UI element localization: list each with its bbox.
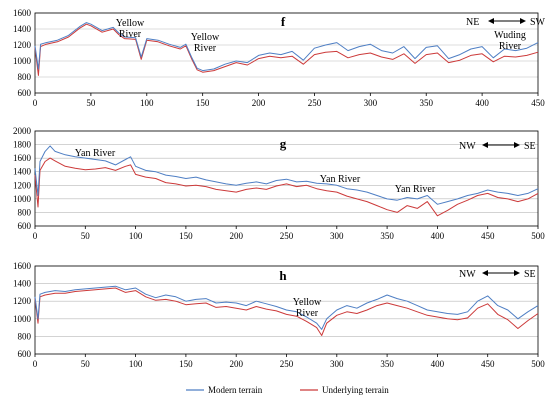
y-tick-label: 2000 (13, 126, 32, 136)
legend-label-underlying: Underlying terrain (322, 385, 389, 395)
y-tick-label: 1600 (13, 153, 32, 163)
annotation-label: Yellow River (191, 32, 220, 54)
y-tick-label: 600 (18, 349, 32, 359)
series-line-underlying-terrain (34, 287, 539, 336)
direction-label-right: SE (524, 141, 536, 152)
x-tick-label: 400 (431, 359, 445, 369)
x-tick-label: 100 (129, 359, 143, 369)
y-tick-label: 1200 (13, 40, 32, 50)
x-tick-label: 200 (252, 98, 266, 108)
annotation-label: Yellow River (293, 297, 322, 319)
y-tick-label: 1200 (13, 180, 32, 190)
x-tick-label: 300 (330, 231, 344, 241)
direction-arrow-head-right (520, 18, 526, 24)
x-tick-label: 400 (475, 98, 489, 108)
x-tick-label: 350 (380, 231, 394, 241)
x-tick-label: 350 (380, 359, 394, 369)
x-tick-label: 500 (531, 231, 545, 241)
y-tick-label: 1600 (13, 261, 32, 271)
y-tick-label: 600 (18, 88, 32, 98)
direction-label-right: SW (530, 17, 546, 28)
x-tick-label: 50 (81, 359, 91, 369)
y-tick-label: 1800 (13, 140, 32, 150)
direction-arrow-head-right (514, 270, 520, 276)
panel-g: 600 800 1000 1200 1400 1600 1800 2000 0 50 100 150 2… (13, 126, 545, 241)
series-line-underlying-terrain (34, 23, 539, 76)
direction-arrow-head-right (514, 142, 520, 148)
series-line-underlying-terrain (34, 157, 539, 217)
annotation-label: Wuding River (494, 30, 526, 52)
panel-h: 600 800 1000 1200 1400 1600 0 50 100 150 200 250 300… (13, 261, 545, 369)
x-tick-label: 150 (179, 231, 193, 241)
annotation-label: Yan River (75, 148, 116, 159)
x-tick-label: 350 (419, 98, 433, 108)
y-tick-label: 800 (18, 331, 32, 341)
x-tick-label: 450 (481, 359, 495, 369)
direction-label-left: NE (466, 17, 479, 28)
plot-frame (34, 12, 539, 94)
x-tick-label: 50 (86, 98, 96, 108)
x-tick-label: 450 (531, 98, 545, 108)
panel-f: 600 800 1000 1200 1400 1600 0 50 100 150 200 250 300… (13, 8, 546, 108)
y-tick-label: 1000 (13, 314, 32, 324)
direction-label-left: NW (459, 269, 476, 280)
direction-arrow-head-left (482, 270, 488, 276)
y-tick-label: 1400 (13, 167, 32, 177)
x-tick-label: 400 (431, 231, 445, 241)
direction-label-left: NW (459, 141, 476, 152)
x-tick-label: 250 (308, 98, 322, 108)
annotation-label: Yan River (320, 174, 361, 185)
y-tick-label: 800 (18, 72, 32, 82)
direction-label-right: SE (524, 269, 536, 280)
x-tick-label: 250 (280, 359, 294, 369)
plot-frame (34, 265, 539, 355)
legend-label-modern: Modern terrain (208, 385, 263, 395)
x-tick-label: 300 (364, 98, 378, 108)
x-tick-label: 150 (196, 98, 210, 108)
annotation-label: Yellow River (116, 18, 145, 40)
legend: Modern terrain Underlying terrain (186, 385, 389, 395)
y-tick-label: 800 (18, 207, 32, 217)
x-tick-label: 250 (280, 231, 294, 241)
y-tick-label: 600 (18, 221, 32, 231)
y-tick-label: 1400 (13, 24, 32, 34)
x-tick-label: 500 (531, 359, 545, 369)
x-tick-label: 100 (129, 231, 143, 241)
y-tick-label: 1000 (13, 56, 32, 66)
direction-arrow-head-left (488, 18, 494, 24)
y-tick-label: 1200 (13, 296, 32, 306)
panel-label: h (279, 268, 287, 283)
x-tick-label: 0 (33, 98, 38, 108)
x-tick-label: 150 (179, 359, 193, 369)
panel-label: f (281, 14, 286, 29)
x-tick-label: 50 (81, 231, 91, 241)
x-tick-label: 0 (33, 231, 38, 241)
y-tick-label: 1000 (13, 194, 32, 204)
y-tick-label: 1400 (13, 279, 32, 289)
series-line-modern-terrain (34, 22, 539, 72)
x-tick-label: 200 (229, 359, 243, 369)
series-line-modern-terrain (34, 145, 539, 205)
y-tick-label: 1600 (13, 8, 32, 18)
x-tick-label: 450 (481, 231, 495, 241)
x-tick-label: 200 (229, 231, 243, 241)
annotation-label: Yan River (395, 184, 436, 195)
series-line-modern-terrain (34, 285, 539, 330)
x-tick-label: 300 (330, 359, 344, 369)
panel-label: g (280, 136, 287, 151)
x-tick-label: 0 (33, 359, 38, 369)
direction-arrow-head-left (482, 142, 488, 148)
x-tick-label: 100 (140, 98, 154, 108)
